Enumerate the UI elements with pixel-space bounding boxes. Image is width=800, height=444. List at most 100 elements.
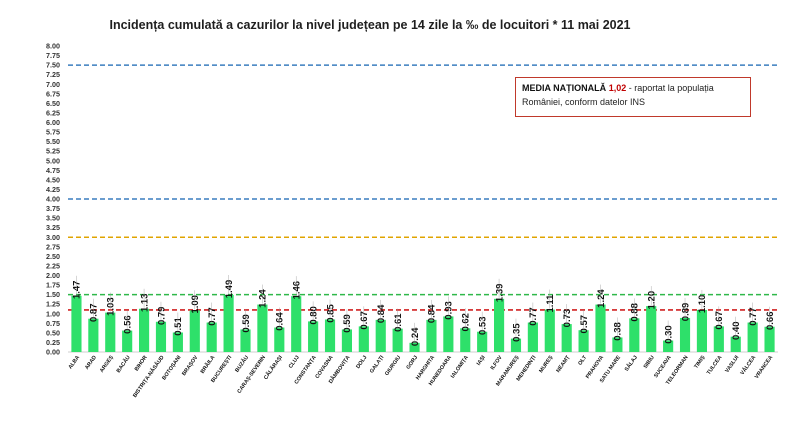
bar xyxy=(747,322,758,352)
y-tick-label: 7.25 xyxy=(46,70,60,79)
category-labels: ALBA ARAD ARGEȘ BACĂU BIHORBISTRIȚA-NĂSĂUDBO… xyxy=(68,354,775,399)
category-label: VÂLCEA xyxy=(739,354,758,376)
y-tick-label: 3.25 xyxy=(46,223,60,232)
value-label: 0.51 xyxy=(173,317,184,336)
category-label: CLUJ xyxy=(288,355,301,370)
bar xyxy=(88,318,99,352)
bar xyxy=(274,327,285,352)
bar xyxy=(291,296,302,352)
bar xyxy=(257,304,268,352)
y-tick-label: 0.75 xyxy=(46,319,60,328)
value-label: 1.39 xyxy=(494,284,505,303)
bar xyxy=(477,331,488,352)
y-tick-label: 6.25 xyxy=(46,108,60,117)
national-average-value: 1,02 xyxy=(608,83,627,93)
category-label: ARGEȘ xyxy=(99,354,115,373)
value-label: 0.66 xyxy=(765,312,776,331)
category-label: ILFOV xyxy=(490,354,504,371)
category-label: DOLJ xyxy=(355,355,368,370)
bar xyxy=(494,298,505,352)
national-average-heading: MEDIA NAȚIONALĂ xyxy=(522,83,607,93)
bar xyxy=(172,332,183,352)
bar xyxy=(105,312,116,352)
bar xyxy=(71,295,82,352)
y-tick-label: 3.00 xyxy=(46,233,60,242)
category-label: GALAȚI xyxy=(369,354,386,374)
y-tick-label: 0.00 xyxy=(46,348,60,357)
y-tick-label: 2.00 xyxy=(46,271,60,280)
value-label: 0.85 xyxy=(325,304,336,323)
value-label: 0.57 xyxy=(579,315,590,334)
value-label: 0.77 xyxy=(528,307,539,326)
value-label: 1.03 xyxy=(106,297,117,316)
value-label: 0.64 xyxy=(275,312,286,331)
bar xyxy=(341,329,352,352)
bar xyxy=(646,306,657,352)
y-axis: 0.000.250.500.751.001.251.501.752.002.25… xyxy=(46,42,778,357)
y-tick-label: 5.75 xyxy=(46,128,60,137)
value-label: 0.80 xyxy=(308,306,319,325)
category-label: TULCEA xyxy=(706,355,724,376)
y-tick-label: 4.00 xyxy=(46,195,60,204)
y-tick-label: 8.00 xyxy=(46,42,60,51)
y-tick-label: 3.75 xyxy=(46,204,60,213)
category-label: VASLUI xyxy=(724,354,740,374)
value-label: 1.09 xyxy=(190,295,201,314)
bar xyxy=(544,309,555,352)
y-tick-label: 1.75 xyxy=(46,281,60,290)
category-label: NEAMȚ xyxy=(555,354,571,374)
y-tick-label: 4.25 xyxy=(46,185,60,194)
category-label: BUZĂU xyxy=(234,354,251,374)
bar xyxy=(713,326,724,352)
y-tick-label: 5.50 xyxy=(46,137,60,146)
category-label: OLT xyxy=(577,354,588,367)
bar xyxy=(460,328,471,352)
national-average-box: MEDIA NAȚIONALĂ 1,02 - raportat la popul… xyxy=(515,77,751,117)
value-label: 1.10 xyxy=(697,295,708,314)
bar xyxy=(409,342,420,352)
y-tick-label: 6.00 xyxy=(46,118,60,127)
national-average-text: - raportat la populația României, confor… xyxy=(522,83,714,107)
y-tick-label: 6.50 xyxy=(46,99,60,108)
category-label: MUREȘ xyxy=(538,354,554,374)
value-label: 0.88 xyxy=(630,303,641,322)
bar xyxy=(696,309,707,352)
bar xyxy=(764,326,775,352)
bars xyxy=(71,295,775,352)
bar xyxy=(392,328,403,352)
bar xyxy=(663,340,674,352)
value-label: 0.35 xyxy=(511,323,522,342)
value-label: 0.59 xyxy=(342,314,353,333)
bar xyxy=(375,319,386,352)
y-tick-label: 5.25 xyxy=(46,147,60,156)
value-label: 1.24 xyxy=(258,289,269,308)
value-label: 0.30 xyxy=(663,325,674,344)
value-label: 0.53 xyxy=(477,316,488,335)
value-label: 0.24 xyxy=(410,327,421,346)
bar xyxy=(324,319,336,352)
category-label: SIBIU xyxy=(643,355,656,370)
bar xyxy=(561,324,572,352)
category-label: ARAD xyxy=(84,355,98,371)
y-tick-label: 1.25 xyxy=(46,300,60,309)
y-tick-label: 2.50 xyxy=(46,252,60,261)
value-label: 0.38 xyxy=(613,322,624,341)
category-label: BISTRIȚA-NĂSĂUD xyxy=(131,354,165,399)
bar xyxy=(358,326,369,352)
y-tick-label: 7.00 xyxy=(46,80,60,89)
value-label: 0.84 xyxy=(376,304,387,323)
bar xyxy=(595,304,606,352)
value-label: 1.20 xyxy=(647,291,658,310)
bar xyxy=(223,295,234,352)
bar xyxy=(578,330,589,352)
category-label: IALOMIȚA xyxy=(450,355,470,380)
bar xyxy=(189,310,200,352)
bar xyxy=(426,319,437,352)
chart-title: Incidența cumulată a cazurilor la nivel … xyxy=(109,18,631,32)
value-label: 1.49 xyxy=(224,280,235,299)
y-tick-label: 1.00 xyxy=(46,309,60,318)
y-tick-label: 6.75 xyxy=(46,89,60,98)
bar xyxy=(629,318,640,352)
category-label: IAȘI xyxy=(476,354,487,366)
value-label: 0.84 xyxy=(427,304,438,323)
